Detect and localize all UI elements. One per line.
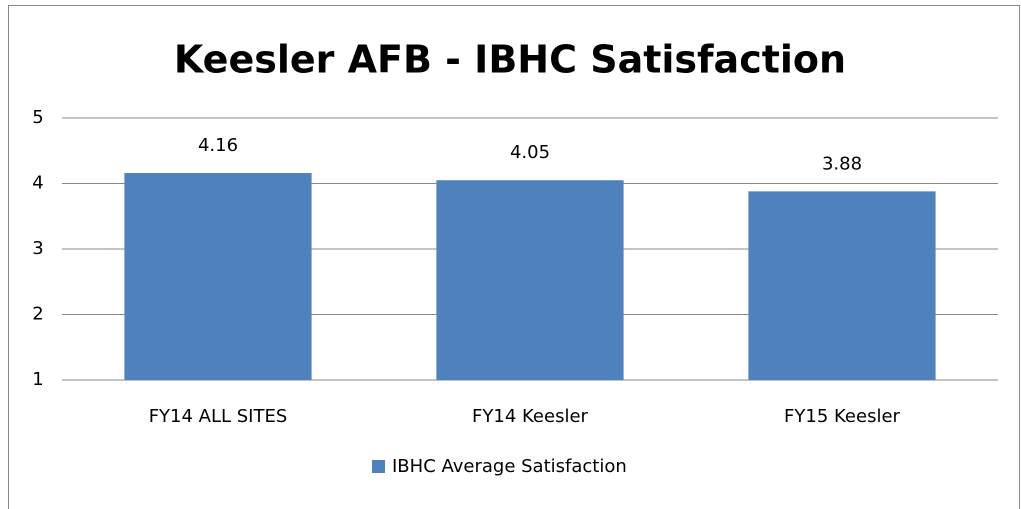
bar [436, 180, 624, 380]
data-label: 3.88 [822, 153, 862, 174]
bar [748, 191, 936, 380]
y-tick-label: 3 [32, 238, 43, 259]
bar [124, 173, 312, 380]
y-tick-label: 5 [32, 107, 43, 128]
x-tick-label: FY15 Keesler [784, 406, 900, 427]
data-label: 4.05 [510, 142, 550, 163]
legend-swatch [372, 460, 385, 473]
x-tick-label: FY14 ALL SITES [149, 406, 288, 427]
x-tick-label: FY14 Keesler [472, 406, 588, 427]
y-tick-label: 4 [32, 173, 43, 194]
data-label: 4.16 [198, 135, 238, 156]
y-tick-label: 2 [32, 304, 43, 325]
y-tick-label: 1 [32, 369, 43, 390]
chart-title: Keesler AFB - IBHC Satisfaction [174, 38, 846, 82]
legend-label: IBHC Average Satisfaction [392, 456, 627, 477]
